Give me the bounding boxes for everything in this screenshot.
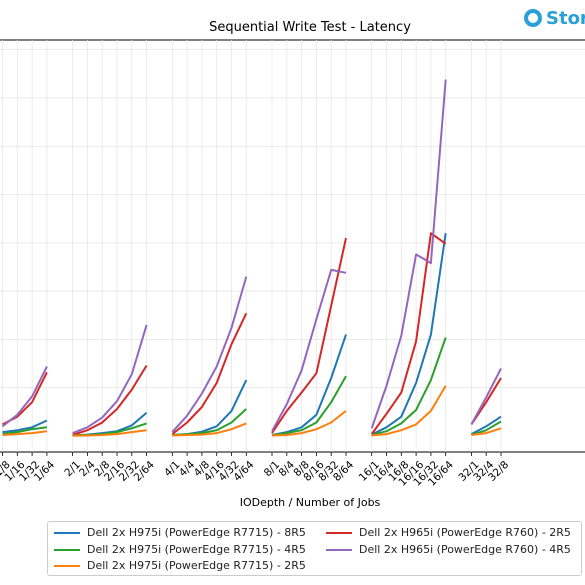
series-segment xyxy=(371,385,447,437)
series-segment xyxy=(471,427,502,436)
legend-item: Dell 2x H965i (PowerEdge R760) - 4R5 xyxy=(326,543,571,556)
series-segment xyxy=(370,79,447,429)
series-segment xyxy=(171,276,248,433)
series-segment xyxy=(2,419,48,434)
series-segment xyxy=(271,375,347,436)
legend-swatch xyxy=(54,531,80,534)
series-segment xyxy=(1,366,48,428)
chart-legend: Dell 2x H975i (PowerEdge R7715) - 8R5 De… xyxy=(47,521,582,576)
plot-frame xyxy=(0,39,585,453)
x-ticks: 1/81/161/321/64 2/12/42/82/162/322/64 4/14… xyxy=(0,452,511,489)
series-segment xyxy=(172,422,247,437)
legend-item: Dell 2x H975i (PowerEdge R7715) - 4R5 xyxy=(54,543,306,556)
series-segment xyxy=(470,367,502,425)
legend-swatch xyxy=(326,548,352,551)
series-segment xyxy=(72,324,148,435)
series-segment xyxy=(2,426,48,436)
series-line xyxy=(1,79,502,435)
legend-item: Dell 2x H965i (PowerEdge R760) - 2R5 xyxy=(326,526,571,539)
legend-swatch xyxy=(54,564,80,567)
storagereview-logo: Stor xyxy=(524,7,585,29)
logo-mark-icon xyxy=(524,9,542,27)
logo-text: Stor xyxy=(546,7,585,29)
series-segment xyxy=(371,337,447,436)
series-layer xyxy=(1,79,502,437)
legend-label: Dell 2x H965i (PowerEdge R760) - 2R5 xyxy=(359,526,571,539)
legend-label: Dell 2x H975i (PowerEdge R7715) - 2R5 xyxy=(87,559,306,572)
legend-label: Dell 2x H965i (PowerEdge R760) - 4R5 xyxy=(359,543,571,556)
legend-swatch xyxy=(54,548,80,551)
series-segment xyxy=(470,415,502,435)
series-line xyxy=(2,232,502,436)
legend-swatch xyxy=(326,531,352,534)
chart-title: Sequential Write Test - Latency xyxy=(209,20,411,35)
plot-area xyxy=(0,39,585,453)
legend-item: Dell 2x H975i (PowerEdge R7715) - 8R5 xyxy=(54,526,306,539)
legend-label: Dell 2x H975i (PowerEdge R7715) - 4R5 xyxy=(87,543,306,556)
legend-label: Dell 2x H975i (PowerEdge R7715) - 8R5 xyxy=(87,526,306,539)
legend-item: Dell 2x H975i (PowerEdge R7715) - 2R5 xyxy=(54,559,306,572)
x-axis-label: IODepth / Number of Jobs xyxy=(240,496,381,509)
series-segment xyxy=(171,312,248,435)
series-segment xyxy=(72,429,147,437)
series-segment xyxy=(72,364,148,436)
series-segment xyxy=(172,408,247,436)
series-segment xyxy=(2,430,48,436)
series-segment xyxy=(271,237,347,434)
series-segment xyxy=(371,233,447,436)
series-segment xyxy=(271,410,347,437)
series-line xyxy=(2,385,502,437)
series-segment xyxy=(271,268,347,432)
